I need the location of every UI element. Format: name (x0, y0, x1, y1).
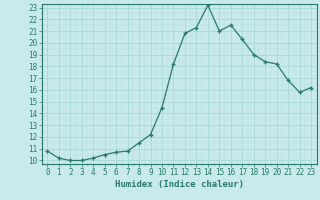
X-axis label: Humidex (Indice chaleur): Humidex (Indice chaleur) (115, 180, 244, 189)
